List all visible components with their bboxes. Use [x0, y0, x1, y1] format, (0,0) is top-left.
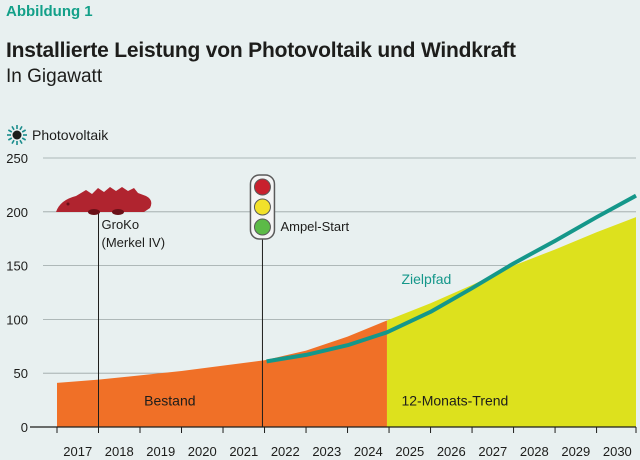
y-tick-label: 200 — [6, 205, 28, 220]
y-tick-label: 250 — [6, 151, 28, 166]
y-tick-label: 50 — [14, 366, 28, 381]
x-tick-label: 2017 — [63, 444, 92, 459]
annotations: GroKo (Merkel IV) Ampel-Start Bestand 12-Mon… — [102, 217, 509, 408]
x-tick-label: 2024 — [354, 444, 383, 459]
event-label-line2: (Merkel IV) — [102, 235, 166, 250]
x-tick-label: 2022 — [271, 444, 300, 459]
legend: Photovoltaik — [7, 125, 109, 145]
legend-label: Photovoltaik — [32, 127, 109, 143]
area-12-monats-trend — [386, 217, 636, 427]
event-label: Ampel-Start — [280, 219, 349, 234]
x-tick-label: 2025 — [395, 444, 424, 459]
annotation-label: Bestand — [144, 392, 195, 408]
event-markers — [56, 174, 276, 427]
area-bestand — [57, 320, 387, 427]
x-tick-label: 2020 — [188, 444, 217, 459]
areas — [57, 217, 636, 427]
y-tick-label: 150 — [6, 259, 28, 274]
figure-label: Abbildung 1 — [6, 3, 93, 20]
x-tick-label: 2019 — [146, 444, 175, 459]
x-tick-label: 2023 — [312, 444, 341, 459]
y-tick-label: 0 — [21, 420, 28, 435]
traffic-light-icon — [249, 174, 276, 240]
x-tick-label: 2021 — [229, 444, 258, 459]
y-tick-label: 100 — [6, 312, 28, 327]
x-tick-label: 2026 — [437, 444, 466, 459]
chart-title: Installierte Leistung von Photovoltaik u… — [6, 39, 516, 62]
x-tick-label: 2028 — [520, 444, 549, 459]
axes: 0 50 100 150 200 250 2017 2018 2019 2020 2021 2022 2… — [6, 151, 637, 459]
annotation-label: Zielpfad — [401, 271, 451, 287]
x-tick-label: 2018 — [105, 444, 134, 459]
x-tick-label: 2029 — [561, 444, 590, 459]
sun-icon — [7, 125, 27, 145]
annotation-label: 12-Monats-Trend — [401, 392, 508, 408]
x-tick-label: 2030 — [603, 444, 632, 459]
event-label: GroKo — [102, 217, 140, 232]
chart-subtitle: In Gigawatt — [6, 66, 103, 87]
crocodile-icon — [56, 187, 152, 215]
lines — [266, 193, 637, 364]
line-zielpfad — [266, 193, 637, 364]
x-tick-label: 2027 — [478, 444, 507, 459]
